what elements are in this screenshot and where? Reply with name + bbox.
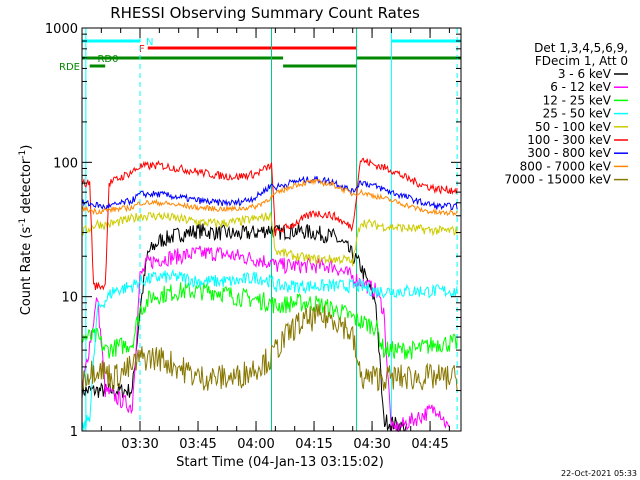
y-tick-label: 10 bbox=[61, 291, 78, 306]
series-line-50-100-kev bbox=[81, 211, 458, 267]
x-tick-label: 04:45 bbox=[411, 437, 448, 452]
series-line-3-6-kev bbox=[81, 223, 408, 433]
series-line-25-50-kev bbox=[81, 268, 458, 431]
y-label-main: Count Rate (s bbox=[19, 227, 34, 316]
x-tick-label: 03:45 bbox=[179, 437, 216, 452]
legend-header-2: FDecim 1, Att 0 bbox=[535, 54, 628, 68]
x-tick-label: 04:30 bbox=[353, 437, 390, 452]
legend-label-3-6-kev: 3 - 6 keV bbox=[558, 67, 612, 81]
legend-label-300-800-kev: 300 - 800 keV bbox=[527, 146, 611, 160]
flag-label-n: N bbox=[146, 37, 153, 48]
legend: Det 1,3,4,5,6,9, FDecim 1, Att 0 3 - 6 k… bbox=[504, 41, 628, 187]
legend-label-50-100-kev: 50 - 100 keV bbox=[535, 120, 612, 134]
x-tick-label: 04:00 bbox=[237, 437, 274, 452]
y-tick-label: 100 bbox=[53, 156, 78, 171]
series-line-7000-15000-kev bbox=[81, 304, 458, 392]
legend-label-25-50-kev: 25 - 50 keV bbox=[543, 107, 612, 121]
series-line-6-12-kev bbox=[81, 245, 450, 433]
y-axis-label: Count Rate (s-1 detector-1) bbox=[18, 145, 34, 316]
series-line-300-800-kev bbox=[81, 175, 458, 211]
y-tick-label: 1000 bbox=[45, 22, 78, 37]
legend-label-800-7000-kev: 800 - 7000 keV bbox=[520, 159, 612, 173]
x-tick-label: 03:30 bbox=[121, 437, 158, 452]
x-tick-label: 04:15 bbox=[295, 437, 332, 452]
plot-frame bbox=[81, 27, 462, 432]
legend-label-12-25-kev: 12 - 25 keV bbox=[543, 93, 612, 107]
x-axis: 03:30 03:45 04:00 04:15 04:30 04:45 bbox=[81, 28, 450, 452]
series-group bbox=[81, 157, 458, 433]
y-label-exp1: -1 bbox=[18, 218, 28, 227]
series-line-800-7000-kev bbox=[81, 178, 458, 217]
y-tick-label: 1 bbox=[70, 425, 78, 440]
legend-label-100-300-kev: 100 - 300 keV bbox=[527, 133, 611, 147]
flag-label-f: F bbox=[139, 44, 145, 55]
y-label-exp2: -1 bbox=[18, 150, 28, 159]
x-axis-label: Start Time (04-Jan-13 03:15:02) bbox=[176, 455, 384, 470]
legend-label-7000-15000-kev: 7000 - 15000 keV bbox=[504, 173, 611, 187]
flag-bars: NF RD0 RDE bbox=[59, 37, 461, 73]
flag-label-rd0: RD0 bbox=[97, 54, 118, 65]
flag-label-rde: RDE bbox=[59, 62, 80, 73]
chart-title: RHESSI Observing Summary Count Rates bbox=[110, 4, 420, 22]
y-label-end: ) bbox=[19, 145, 34, 150]
date-stamp: 22-Oct-2021 05:33 bbox=[561, 469, 637, 478]
y-label-mid: detector bbox=[19, 158, 34, 218]
legend-header-1: Det 1,3,4,5,6,9, bbox=[534, 41, 628, 55]
series-line-100-300-kev bbox=[81, 157, 458, 291]
series-line-12-25-kev bbox=[81, 282, 458, 360]
legend-label-6-12-kev: 6 - 12 keV bbox=[550, 80, 612, 94]
y-axis: 1 10 100 1000 bbox=[45, 22, 461, 440]
